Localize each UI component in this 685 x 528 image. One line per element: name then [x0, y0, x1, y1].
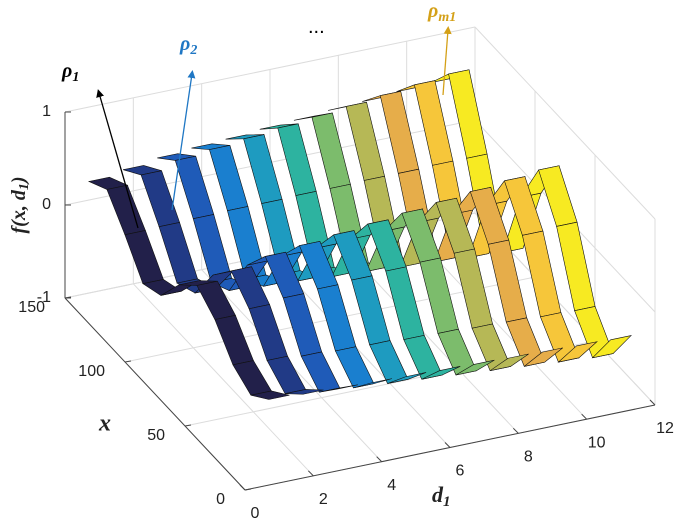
- ribbon-segment: [250, 390, 290, 400]
- x-axis-label: x: [98, 411, 111, 437]
- ribbon-segment: [591, 335, 633, 359]
- ribbon-segment: [124, 230, 164, 285]
- annotation-subscript: 2: [189, 43, 197, 58]
- grid-line: [474, 26, 656, 220]
- ribbon-segment: [214, 314, 254, 366]
- ribbon-segment: [334, 346, 375, 389]
- ribbon-segment: [106, 184, 146, 236]
- d1-tick-label: 2: [319, 491, 328, 508]
- ribbon-segment: [300, 351, 341, 393]
- annotation: ρm1: [427, 0, 456, 25]
- tick-mark: [512, 427, 519, 434]
- ribbon-segment: [557, 341, 598, 363]
- ribbon-segment: [209, 145, 249, 212]
- axis-labels: f(x, d1)xd1: [8, 177, 451, 511]
- arrow: [96, 89, 139, 229]
- ribbon-segment: [345, 101, 385, 181]
- z-label-part: ): [8, 177, 30, 186]
- ribbon-segment: [538, 165, 578, 227]
- ribbon-segment: [174, 155, 215, 220]
- ribbon-segment: [369, 340, 409, 384]
- annotation-subscript: m1: [438, 10, 456, 25]
- tick-mark: [307, 470, 314, 477]
- ribbon-segment: [351, 275, 391, 346]
- ribbon-segment: [285, 389, 324, 395]
- annotation: ρ2: [179, 33, 197, 59]
- ribbon-segment: [282, 293, 323, 357]
- z-tick-label: 1: [42, 103, 51, 120]
- annotation-symbol: ρ: [427, 0, 438, 22]
- tick-mark: [649, 399, 656, 406]
- z-tick-label: -1: [37, 289, 51, 306]
- tick-mark: [244, 488, 252, 491]
- ribbon-segment: [487, 239, 528, 323]
- grid-line: [132, 283, 314, 477]
- z-tick-label: 0: [42, 196, 51, 213]
- ribbon-segment: [158, 222, 198, 284]
- ribbon-segment: [453, 248, 493, 329]
- annotation: ρ1: [61, 60, 79, 86]
- ribbon-segment: [522, 230, 562, 318]
- tick-mark: [184, 424, 192, 427]
- axis-line: [64, 297, 246, 491]
- ribbon-segment: [556, 221, 596, 312]
- ribbon-segment: [489, 353, 529, 371]
- ribbon-segment: [353, 378, 392, 389]
- d1-tick-label: 4: [387, 477, 396, 494]
- ribbon-segment: [319, 384, 358, 393]
- arrow: [171, 70, 196, 211]
- ribbons: [87, 69, 633, 400]
- arrow: [442, 26, 452, 96]
- d1-tick-label: 10: [588, 434, 606, 451]
- x-tick-label: 100: [78, 363, 105, 380]
- d1-axis-label: d1: [432, 482, 451, 510]
- ribbon-segment: [455, 359, 495, 376]
- ribbon-segment: [419, 257, 459, 334]
- d1-tick-label: 8: [524, 449, 533, 466]
- d1-tick-label: 6: [456, 463, 465, 480]
- annotation-symbol: ρ: [61, 60, 72, 82]
- tick-mark: [581, 413, 588, 420]
- ribbon-segment: [421, 366, 461, 380]
- tick-mark: [64, 296, 72, 299]
- ribbon-segment: [524, 347, 563, 367]
- x-tick-label: 50: [147, 427, 165, 444]
- z-label-sub: 1: [17, 183, 32, 190]
- ribbon-segment: [387, 372, 427, 384]
- ribbon-segment: [248, 304, 288, 361]
- x-tick-label: 150: [18, 299, 45, 316]
- annotation-symbol: ρ: [179, 33, 190, 55]
- d1-tick-label: 0: [251, 505, 260, 522]
- z-axis-label: f(x, d1): [8, 177, 33, 234]
- d1-tick-label: 12: [656, 420, 674, 437]
- annotation-subscript: 1: [72, 70, 79, 85]
- ribbon-segment: [311, 112, 351, 189]
- ribbon-segment: [232, 360, 272, 396]
- z-label-part: f(x, d: [8, 189, 30, 233]
- annotation-symbol: ...: [308, 16, 325, 38]
- tick-mark: [444, 442, 451, 448]
- tick-mark: [239, 484, 246, 491]
- tick-mark: [376, 456, 383, 463]
- ribbon-segment: [448, 69, 488, 159]
- d1-label-sub: 1: [443, 494, 451, 510]
- x-tick-label: 0: [216, 491, 225, 508]
- tick-mark: [124, 360, 132, 363]
- d1-label-symbol: d: [432, 482, 444, 507]
- ribbon-segment: [243, 134, 283, 204]
- ribbon-segment: [385, 266, 425, 340]
- annotation: ...: [308, 16, 325, 38]
- ribbon-segment: [317, 284, 357, 352]
- ribbon-segment: [414, 80, 454, 166]
